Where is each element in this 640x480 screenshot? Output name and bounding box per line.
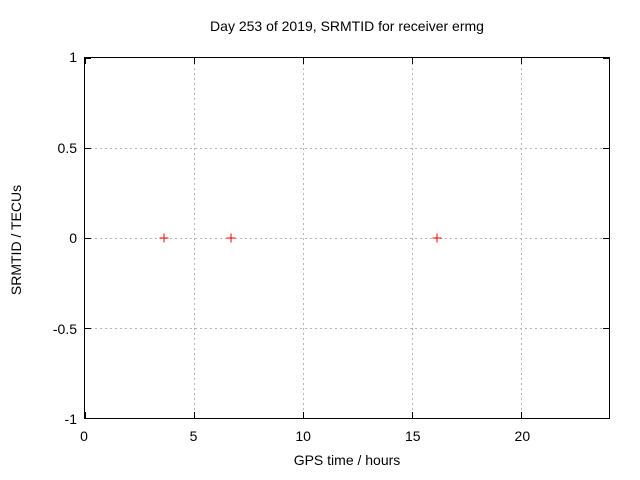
x-tick-mark [84,58,86,64]
x-axis-title: GPS time / hours [293,452,401,468]
y-axis-title: SRMTID / TECUs [8,184,24,296]
plot-area [84,57,610,419]
y-tick-mark [603,417,609,419]
y-tick-label: 0.5 [57,139,77,156]
x-tick-mark [302,58,304,64]
x-tick-mark [302,412,304,418]
data-point-marker [226,233,236,243]
y-tick-mark [85,147,91,149]
x-tick-mark [193,412,195,418]
y-tick-mark [85,57,91,59]
gridline-horizontal [85,147,609,149]
y-tick-mark [603,237,609,239]
y-tick-mark [603,147,609,149]
y-tick-mark [85,327,91,329]
gridline-horizontal [85,327,609,329]
y-tick-mark [603,327,609,329]
y-tick-label: 1 [69,49,77,65]
y-tick-label: -1 [64,411,77,427]
x-tick-mark [412,58,413,64]
y-tick-label: 0 [69,230,77,246]
x-tick-mark [521,412,523,418]
x-tick-label: 0 [80,428,88,444]
x-tick-mark [521,58,523,64]
gridline-horizontal [85,237,609,239]
y-tick-mark [85,417,91,419]
data-point-marker [432,233,442,243]
data-point-marker [159,233,169,243]
chart-title: Day 253 of 2019, SRMTID for receiver erm… [210,18,484,34]
x-tick-mark [84,412,86,418]
x-tick-mark [193,58,195,64]
x-tick-label: 15 [404,428,421,444]
y-tick-label: -0.5 [52,320,77,337]
y-tick-mark [85,237,91,239]
x-tick-mark [412,412,413,418]
y-tick-mark [603,57,609,59]
x-tick-label: 10 [295,428,311,444]
x-tick-label: 5 [189,428,198,444]
x-tick-label: 20 [514,428,531,444]
